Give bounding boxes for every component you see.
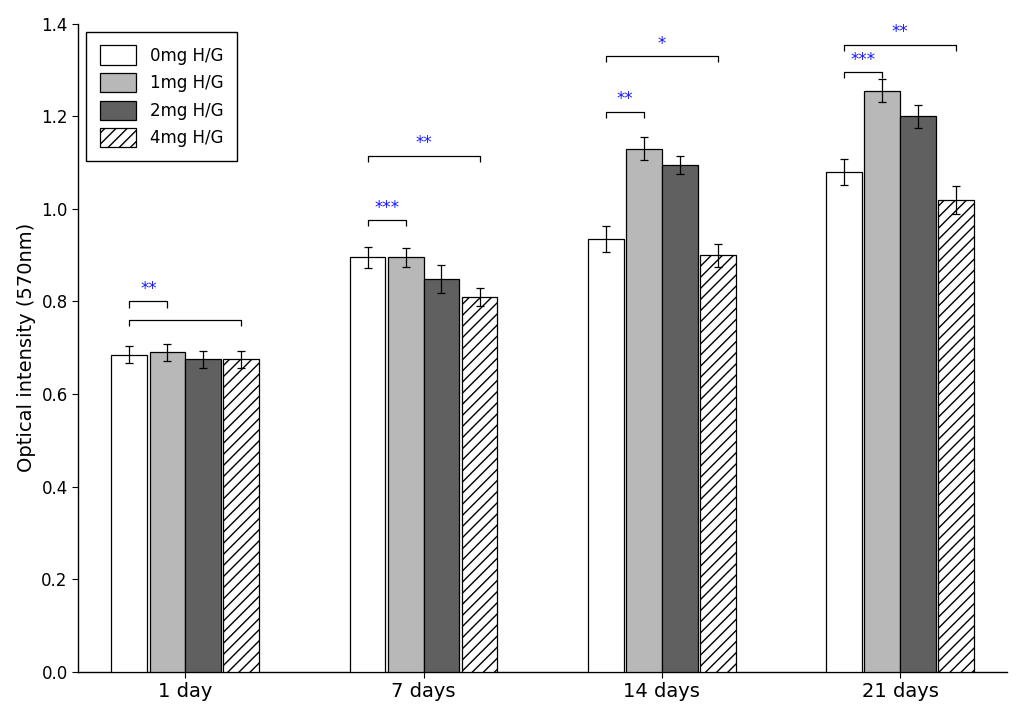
Y-axis label: Optical intensity (570nm): Optical intensity (570nm): [16, 223, 36, 472]
Bar: [938, 200, 974, 672]
Bar: [150, 353, 185, 672]
Bar: [900, 116, 936, 672]
Text: **: **: [416, 134, 432, 152]
Bar: [424, 279, 460, 672]
Text: ***: ***: [374, 199, 399, 218]
Bar: [864, 90, 900, 672]
Bar: [588, 239, 624, 672]
Bar: [462, 297, 498, 672]
Text: ***: ***: [851, 51, 876, 69]
Text: **: **: [892, 23, 908, 41]
Bar: [185, 360, 221, 672]
Legend: 0mg H/G, 1mg H/G, 2mg H/G, 4mg H/G: 0mg H/G, 1mg H/G, 2mg H/G, 4mg H/G: [86, 32, 237, 161]
Bar: [826, 172, 862, 672]
Bar: [223, 360, 259, 672]
Bar: [350, 258, 385, 672]
Bar: [662, 165, 697, 672]
Text: **: **: [140, 280, 157, 298]
Bar: [388, 258, 424, 672]
Bar: [112, 355, 147, 672]
Text: **: **: [616, 90, 633, 108]
Text: *: *: [657, 35, 666, 53]
Bar: [700, 255, 735, 672]
Bar: [626, 149, 662, 672]
